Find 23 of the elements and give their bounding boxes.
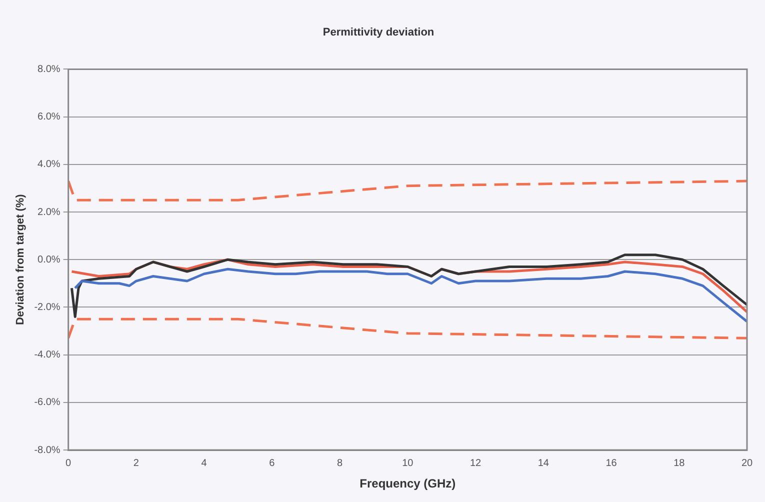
x-tick-label: 8 (337, 458, 344, 469)
y-tick-label: -2.0% (34, 302, 60, 313)
x-tick-label: 2 (133, 458, 140, 469)
y-tick-label: 2.0% (38, 206, 60, 218)
x-tick-label: 4 (201, 458, 208, 469)
y-axis-title: Deviation from target (%) (14, 194, 27, 325)
chart-title: Permittivity deviation (322, 26, 434, 39)
x-tick-label: 14 (538, 458, 550, 469)
y-tick-label: 0.0% (38, 254, 60, 266)
y-tick-label: 8.0% (38, 64, 60, 75)
y-tick-label: 4.0% (38, 159, 60, 170)
x-tick-label: 12 (470, 458, 482, 469)
x-tick-label: 20 (741, 458, 753, 469)
y-tick-label: 6.0% (38, 112, 60, 123)
x-tick-label: 6 (269, 458, 276, 469)
x-tick-label: 18 (674, 458, 686, 469)
y-tick-label: -6.0% (34, 397, 60, 408)
x-tick-label: 0 (66, 458, 72, 469)
x-tick-label: 10 (402, 458, 414, 469)
x-tick-label: 16 (606, 458, 618, 469)
y-tick-label: -8.0% (34, 444, 60, 456)
x-axis-title: Frequency (GHz) (360, 476, 456, 490)
y-tick-label: -4.0% (34, 350, 60, 361)
